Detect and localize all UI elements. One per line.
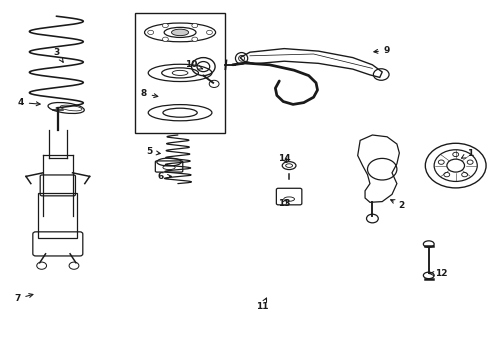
Circle shape — [192, 23, 198, 28]
Bar — [38, 193, 77, 238]
Circle shape — [163, 37, 169, 41]
Text: 7: 7 — [14, 294, 33, 303]
Text: 10: 10 — [185, 60, 203, 69]
Text: 3: 3 — [53, 48, 63, 62]
Text: 11: 11 — [256, 298, 269, 311]
Circle shape — [148, 30, 154, 35]
Circle shape — [163, 23, 169, 28]
Text: 9: 9 — [374, 46, 391, 55]
Text: 4: 4 — [17, 98, 40, 107]
Circle shape — [192, 37, 198, 41]
Text: 5: 5 — [147, 148, 160, 156]
Text: 14: 14 — [278, 154, 291, 163]
Text: 1: 1 — [462, 149, 473, 158]
Text: 6: 6 — [158, 172, 172, 181]
Text: 8: 8 — [141, 89, 158, 98]
Text: 2: 2 — [391, 200, 405, 210]
Bar — [135, 13, 225, 133]
Text: 12: 12 — [429, 269, 447, 278]
Circle shape — [207, 30, 213, 35]
Ellipse shape — [172, 29, 189, 36]
Text: 13: 13 — [278, 199, 291, 208]
